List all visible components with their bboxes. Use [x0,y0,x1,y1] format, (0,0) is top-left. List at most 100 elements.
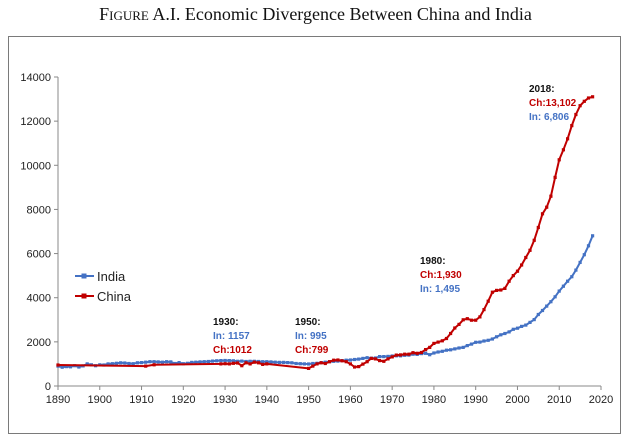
india-data-point [428,353,432,357]
india-data-point [60,365,64,369]
china-data-point [398,353,403,357]
annotation-year-label: 2018: [529,84,555,95]
india-data-point [215,359,219,363]
x-tick-label: 1950 [296,394,320,406]
india-data-point [248,359,252,363]
india-data-point [219,359,223,363]
china-data-point [532,238,536,242]
china-data-point [353,365,357,369]
china-data-point [407,352,411,356]
india-data-point [465,344,469,348]
china-data-point [307,366,311,370]
china-data-point [419,350,423,355]
india-data-point [77,365,81,369]
india-data-point [549,300,553,304]
india-data-point [236,359,240,363]
china-data-point [369,356,373,360]
india-data-point [578,260,582,264]
india-data-point [160,360,164,364]
india-data-point [198,360,202,364]
y-tick-label: 6000 [27,249,51,261]
legend-india-label: India [97,269,126,284]
india-data-point [382,355,386,359]
india-data-point [520,324,524,328]
india-data-point [570,275,574,279]
india-data-point [553,295,557,299]
china-data-point [449,331,453,336]
india-data-point [357,357,361,361]
india-data-point [135,361,139,365]
india-data-point [486,338,490,342]
china-data-point [336,358,340,362]
india-data-point [185,361,190,365]
china-data-point [574,112,578,117]
x-tick-label: 1930 [213,394,237,406]
china-data-point [56,363,60,367]
china-data-point [248,362,252,366]
china-data-point [495,288,499,292]
china-data-point [378,359,382,363]
annotation-india-label: In: 6,806 [529,112,569,123]
india-data-point [557,289,561,293]
x-tick-label: 2000 [505,394,529,406]
china-data-point [428,345,432,349]
india-data-point [123,361,127,365]
china-data-point [561,148,565,152]
china-data-point [227,362,231,366]
china-data-point [415,351,419,355]
china-data-point [315,362,319,366]
india-data-point [586,244,591,248]
china-data-point [261,362,265,366]
x-tick-label: 1920 [171,394,195,406]
india-data-point [378,355,382,359]
figure-caption: Figure A.I. Economic Divergence Between … [0,4,631,25]
india-data-point [144,360,148,364]
india-data-point [177,361,181,365]
india-data-point [273,360,277,364]
china-data-point [219,362,223,366]
china-data-point [440,339,444,343]
india-data-point [490,337,494,341]
china-data-point [444,336,449,341]
china-data-point [536,225,540,230]
china-data-point [520,263,524,267]
india-data-point [165,360,169,364]
annotation-china-label: Ch:1,930 [420,270,462,281]
china-data-point [478,315,482,319]
india-data-point [240,359,244,363]
china-data-point [382,359,386,363]
china-data-point [503,286,507,290]
x-tick-label: 1940 [255,394,279,406]
caption-prefix: Figure A.I. [99,4,181,24]
india-data-point [139,361,144,365]
india-data-point [386,354,390,358]
india-data-point [574,268,578,272]
china-data-point [457,322,461,326]
china-data-point [474,318,478,322]
china-data-point [432,341,436,345]
india-data-point [282,360,286,364]
chart-frame [8,36,621,434]
india-data-point [457,346,461,350]
india-data-point [148,360,152,364]
china-data-point [236,361,240,365]
india-data-point [503,331,507,336]
india-data-point [449,348,453,352]
india-data-point [474,340,478,344]
y-tick-label: 0 [45,381,51,393]
china-data-point [390,355,394,359]
india-data-point [365,356,369,360]
china-data-point [361,362,365,366]
annotation-china-label: Ch:13,102 [529,98,577,109]
india-data-point [507,330,511,334]
india-data-point [353,357,357,362]
china-data-point [511,274,515,278]
x-tick-label: 1910 [129,394,153,406]
india-data-point [169,360,173,364]
india-data-point [68,365,73,369]
china-data-point [515,269,520,273]
y-tick-label: 8000 [27,204,51,216]
china-data-point [403,352,407,356]
india-data-point [524,323,528,327]
